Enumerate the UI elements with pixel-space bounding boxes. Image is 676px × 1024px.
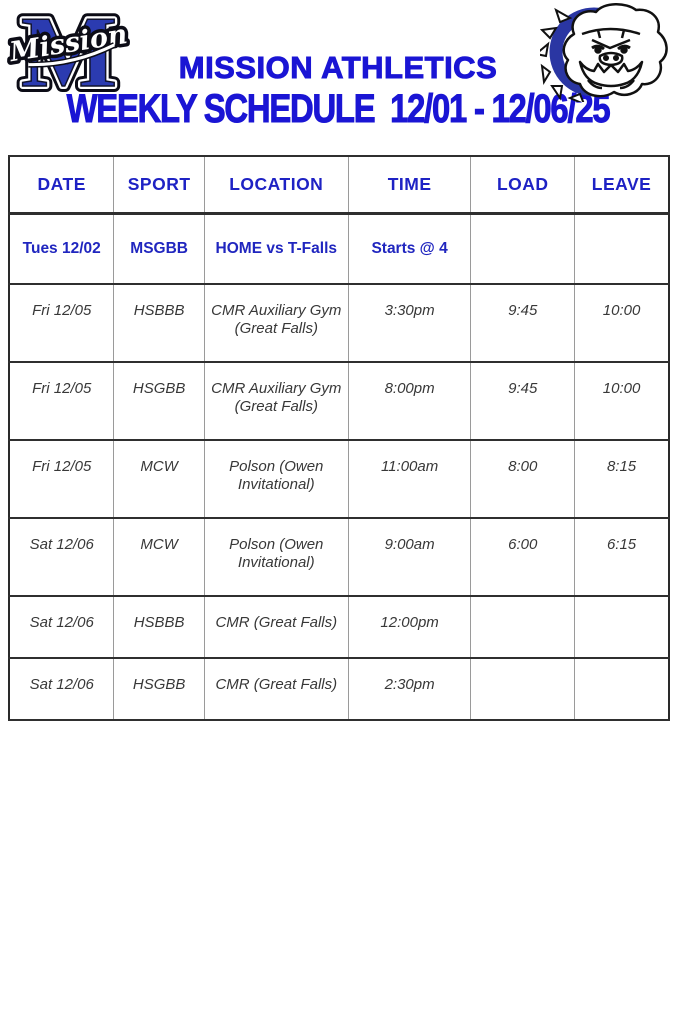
cell-time: 3:30pm: [347, 282, 472, 363]
cell-location: CMR (Great Falls): [203, 656, 349, 721]
schedule-table: DATE SPORT LOCATION TIME LOAD LEAVE Tues 12/0…: [8, 155, 670, 721]
cell-date: Fri 12/05: [8, 360, 115, 441]
table-row: Sat 12/06 HSGBB CMR (Great Falls) 2:30pm: [8, 656, 670, 721]
cell-load: [470, 212, 576, 285]
svg-text:M: M: [21, 0, 117, 104]
cell-sport: MCW: [113, 438, 205, 519]
table-row: Tues 12/02 MSGBB HOME vs T-Falls Starts @ 4: [8, 212, 670, 285]
cell-time: 9:00am: [347, 516, 472, 597]
cell-date: Fri 12/05: [8, 282, 115, 363]
cell-location: CMR Auxiliary Gym (Great Falls): [203, 360, 349, 441]
column-header-sport: SPORT: [113, 155, 205, 215]
cell-leave: 10:00: [574, 282, 670, 363]
column-header-load: LOAD: [470, 155, 576, 215]
cell-load: 9:45: [470, 282, 576, 363]
schedule-table-wrap: DATE SPORT LOCATION TIME LOAD LEAVE Tues 12/0…: [8, 155, 670, 721]
table-row: Fri 12/05 MCW Polson (Owen Invitational) 11…: [8, 438, 670, 519]
mission-varsity-m-logo: M M M Mission Mission: [3, 0, 133, 115]
column-header-location: LOCATION: [203, 155, 349, 215]
cell-leave: 10:00: [574, 360, 670, 441]
table-row: Sat 12/06 MCW Polson (Owen Invitational) 9:…: [8, 516, 670, 597]
cell-time: 12:00pm: [347, 594, 472, 659]
svg-text:M: M: [21, 0, 117, 104]
varsity-m-icon: M M M Mission Mission: [3, 0, 133, 115]
cell-leave: 8:15: [574, 438, 670, 519]
cell-load: [470, 656, 576, 721]
bulldog-icon: [533, 3, 668, 106]
cell-sport: HSBBB: [113, 594, 205, 659]
cell-date: Sat 12/06: [8, 656, 115, 721]
masthead: M M M Mission Mission MISSION ATHLETICS …: [0, 0, 676, 150]
cell-load: [470, 594, 576, 659]
cell-time: 11:00am: [347, 438, 472, 519]
column-header-time: TIME: [347, 155, 472, 215]
cell-time: 2:30pm: [347, 656, 472, 721]
page-title: MISSION ATHLETICS: [178, 50, 498, 85]
cell-location: Polson (Owen Invitational): [203, 516, 349, 597]
svg-text:M: M: [21, 0, 117, 104]
cell-location: CMR (Great Falls): [203, 594, 349, 659]
cell-leave: [574, 594, 670, 659]
cell-location: HOME vs T-Falls: [203, 212, 349, 285]
cell-load: 9:45: [470, 360, 576, 441]
table-row: Sat 12/06 HSBBB CMR (Great Falls) 12:00pm: [8, 594, 670, 659]
cell-leave: 6:15: [574, 516, 670, 597]
cell-location: Polson (Owen Invitational): [203, 438, 349, 519]
column-header-leave: LEAVE: [574, 155, 670, 215]
cell-date: Fri 12/05: [8, 438, 115, 519]
cell-date: Tues 12/02: [8, 212, 115, 285]
table-row: Fri 12/05 HSBBB CMR Auxiliary Gym (Great F…: [8, 282, 670, 363]
page-subtitle: WEEKLY SCHEDULE 12/01 - 12/06/25: [66, 87, 611, 131]
table-header-row: DATE SPORT LOCATION TIME LOAD LEAVE: [8, 155, 670, 215]
cell-location: CMR Auxiliary Gym (Great Falls): [203, 282, 349, 363]
column-header-date: DATE: [8, 155, 115, 215]
cell-date: Sat 12/06: [8, 516, 115, 597]
cell-sport: MCW: [113, 516, 205, 597]
title-block: MISSION ATHLETICS WEEKLY SCHEDULE 12/01 …: [0, 0, 676, 131]
cell-load: 8:00: [470, 438, 576, 519]
cell-time: Starts @ 4: [347, 212, 472, 285]
cell-leave: [574, 656, 670, 721]
cell-sport: HSGBB: [113, 656, 205, 721]
cell-time: 8:00pm: [347, 360, 472, 441]
cell-load: 6:00: [470, 516, 576, 597]
cell-sport: HSBBB: [113, 282, 205, 363]
table-row: Fri 12/05 HSGBB CMR Auxiliary Gym (Great F…: [8, 360, 670, 441]
cell-sport: HSGBB: [113, 360, 205, 441]
cell-date: Sat 12/06: [8, 594, 115, 659]
cell-sport: MSGBB: [113, 212, 205, 285]
bulldog-mascot-logo: [533, 0, 672, 106]
cell-leave: [574, 212, 670, 285]
